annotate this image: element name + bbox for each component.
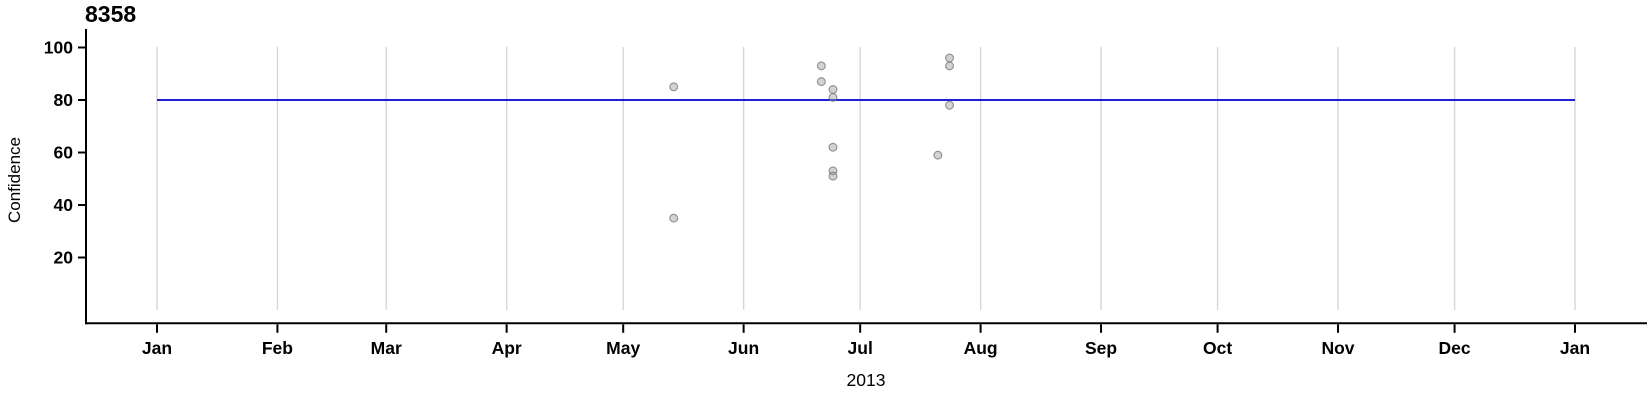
month-gridlines: [156, 47, 1576, 310]
x-tick-label: Jul: [848, 338, 873, 358]
x-tick-label: Jan: [142, 338, 172, 358]
x-tick-label: Jun: [728, 338, 759, 358]
data-point: [945, 100, 955, 110]
y-tick-label: 100: [44, 38, 73, 58]
data-point: [933, 150, 943, 160]
data-point: [828, 142, 838, 152]
data-point: [945, 61, 955, 71]
y-tick-label: 80: [54, 90, 74, 110]
x-tick-label: Oct: [1203, 338, 1232, 358]
data-point: [816, 77, 826, 87]
x-tick-label: Feb: [262, 338, 293, 358]
y-axis-label: Confidence: [5, 137, 24, 223]
data-point: [669, 213, 679, 223]
x-tick-label: May: [606, 338, 640, 358]
x-tick-label: Apr: [492, 338, 522, 358]
data-point: [669, 82, 679, 92]
x-tick-label: Sep: [1085, 338, 1117, 358]
chart-title: 8358: [85, 1, 136, 27]
data-point: [816, 61, 826, 71]
x-tick-label: Mar: [371, 338, 402, 358]
data-point-layer: [669, 53, 955, 223]
data-point: [828, 171, 838, 181]
x-tick-label: Dec: [1439, 338, 1471, 358]
y-tick-label: 40: [54, 195, 74, 215]
y-tick-label: 60: [54, 143, 74, 163]
data-point: [945, 53, 955, 63]
x-axis-year-label: 2013: [847, 370, 886, 390]
data-point: [828, 84, 838, 94]
axis-lines: [85, 29, 1647, 325]
x-tick-label: Nov: [1321, 338, 1354, 358]
x-axis-ticks: Jan Feb Mar Apr May Jun Jul Aug Sep Oct Nov Dec Jan: [142, 324, 1590, 358]
y-tick-label: 20: [54, 248, 74, 268]
x-tick-label: Aug: [964, 338, 998, 358]
y-axis-ticks: 20 40 60 80 100: [44, 38, 86, 268]
data-point: [828, 92, 838, 102]
x-tick-label: Jan: [1560, 338, 1590, 358]
